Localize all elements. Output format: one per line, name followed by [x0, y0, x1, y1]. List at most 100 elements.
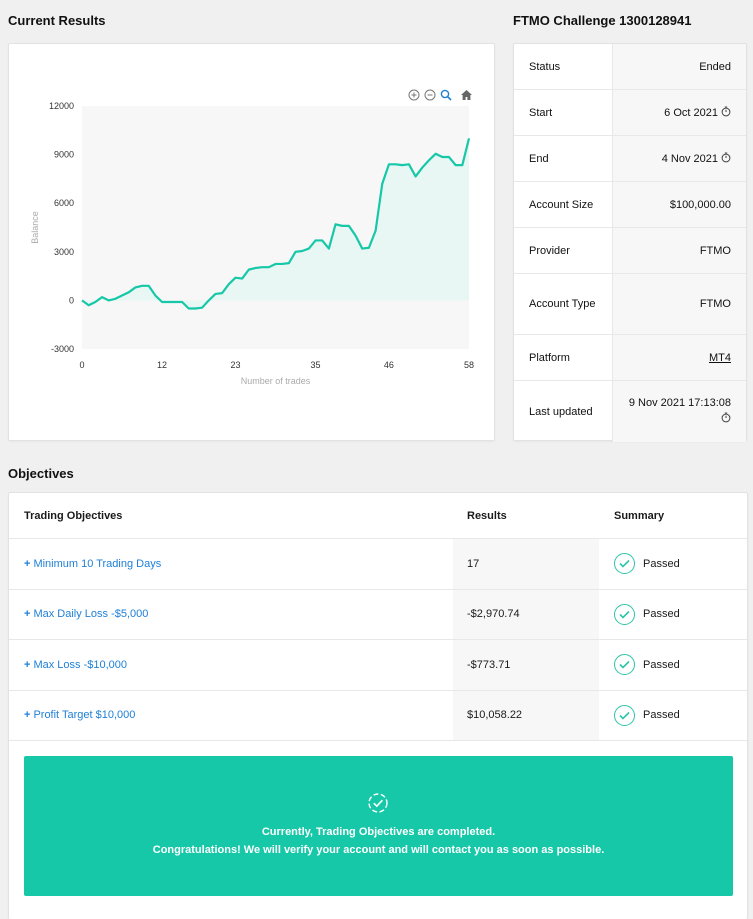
stopwatch-icon	[721, 412, 731, 426]
info-value: 4 Nov 2021	[613, 136, 746, 181]
account-heading: FTMO Challenge 1300128941	[513, 13, 692, 28]
y-tick-label: 9000	[54, 150, 74, 160]
info-row-status: Status Ended	[514, 44, 746, 90]
objective-summary: Passed	[599, 590, 747, 640]
info-label: Account Size	[514, 182, 613, 227]
y-tick-label: 3000	[54, 247, 74, 257]
info-value-text: 4 Nov 2021	[661, 152, 718, 165]
info-row-end: End 4 Nov 2021	[514, 136, 746, 182]
check-circle-icon	[367, 792, 389, 817]
info-value: 6 Oct 2021	[613, 90, 746, 135]
stopwatch-icon	[721, 152, 731, 166]
current-results-heading: Current Results	[8, 13, 106, 28]
objectives-heading: Objectives	[8, 466, 74, 481]
account-info-card: Status Ended Start 6 Oct 2021 End 4 Nov 2021 A…	[513, 43, 747, 442]
objective-summary: Passed	[599, 640, 747, 690]
expand-plus-icon[interactable]: +	[24, 709, 31, 722]
completion-banner: Currently, Trading Objectives are comple…	[24, 756, 733, 896]
y-tick-label: 0	[69, 295, 74, 305]
x-tick-label: 12	[157, 360, 167, 370]
info-row-account-type: Account Type FTMO	[514, 274, 746, 335]
info-row-platform: Platform MT4	[514, 335, 746, 381]
y-tick-label: -3000	[51, 344, 74, 354]
info-value-text: FTMO	[699, 244, 731, 257]
info-value: Ended	[613, 44, 746, 89]
objective-cell: + Max Loss -$10,000	[9, 640, 453, 690]
expand-plus-icon[interactable]: +	[24, 557, 31, 570]
objective-summary: Passed	[599, 691, 747, 741]
info-value: FTMO	[613, 274, 746, 334]
objective-result: -$773.71	[453, 640, 599, 690]
objective-name[interactable]: Max Loss -$10,000	[33, 658, 127, 671]
objectives-card: Trading Objectives Results Summary + Mini…	[8, 492, 748, 919]
y-tick-label: 12000	[49, 101, 74, 111]
summary-status: Passed	[643, 608, 680, 621]
stopwatch-icon	[721, 106, 731, 120]
info-label: Account Type	[514, 274, 613, 334]
y-tick-label: 6000	[54, 198, 74, 208]
info-value: MT4	[613, 335, 746, 380]
info-value-text: $100,000.00	[669, 198, 731, 211]
info-label: Provider	[514, 228, 613, 273]
banner-line-2: Congratulations! We will verify your acc…	[152, 844, 605, 856]
home-icon[interactable]	[459, 88, 473, 102]
objective-row: + Profit Target $10,000 $10,058.22 Passed	[9, 690, 747, 741]
check-icon	[614, 553, 635, 575]
summary-status: Passed	[643, 709, 680, 722]
header-trading-objectives: Trading Objectives	[24, 509, 123, 522]
info-value: 9 Nov 2021 17:13:08	[613, 381, 746, 442]
info-row-provider: Provider FTMO	[514, 228, 746, 274]
info-value: FTMO	[613, 228, 746, 273]
x-tick-label: 23	[230, 360, 240, 370]
info-value: $100,000.00	[613, 182, 746, 227]
header-results: Results	[467, 509, 507, 522]
x-tick-label: 0	[79, 360, 84, 370]
objective-result: -$2,970.74	[453, 589, 599, 639]
x-tick-label: 58	[464, 360, 474, 370]
summary-status: Passed	[643, 557, 680, 570]
zoom-out-icon[interactable]	[423, 88, 437, 102]
info-row-account-size: Account Size $100,000.00	[514, 182, 746, 228]
chart-toolbar	[407, 88, 473, 102]
zoom-in-icon[interactable]	[407, 88, 421, 102]
banner-line-1: Currently, Trading Objectives are comple…	[261, 826, 496, 838]
objective-result: 17	[453, 539, 599, 589]
objective-cell: + Profit Target $10,000	[9, 691, 453, 741]
objective-row: + Max Daily Loss -$5,000 -$2,970.74 Passed	[9, 589, 747, 640]
info-label: Last updated	[514, 381, 613, 442]
objective-link[interactable]: + Max Daily Loss -$5,000	[24, 608, 148, 620]
info-value-text: 6 Oct 2021	[664, 106, 718, 119]
info-label: Platform	[514, 335, 613, 380]
objective-name[interactable]: Minimum 10 Trading Days	[33, 557, 162, 570]
balance-area	[82, 138, 469, 309]
check-icon	[614, 704, 635, 726]
balance-chart[interactable]: 12000 9000 6000 3000 0 -3000 0 12 23 35 46 58 Number…	[9, 44, 496, 442]
balance-line	[81, 138, 471, 310]
objective-link[interactable]: + Minimum 10 Trading Days	[24, 558, 161, 570]
platform-link[interactable]: MT4	[709, 351, 731, 364]
summary-status: Passed	[643, 658, 680, 671]
objective-name[interactable]: Max Daily Loss -$5,000	[33, 608, 149, 621]
objective-link[interactable]: + Profit Target $10,000	[24, 709, 135, 721]
zoom-select-icon[interactable]	[439, 88, 453, 102]
info-value-text: FTMO	[699, 298, 731, 310]
balance-chart-card: 12000 9000 6000 3000 0 -3000 0 12 23 35 46 58 Number…	[8, 43, 495, 441]
info-label: Start	[514, 90, 613, 135]
objective-row: + Max Loss -$10,000 -$773.71 Passed	[9, 640, 747, 691]
objective-link[interactable]: + Max Loss -$10,000	[24, 659, 127, 671]
info-row-last-updated: Last updated 9 Nov 2021 17:13:08	[514, 381, 746, 442]
objective-cell: + Minimum 10 Trading Days	[9, 539, 453, 589]
expand-plus-icon[interactable]: +	[24, 658, 31, 671]
objective-row: + Minimum 10 Trading Days 17 Passed	[9, 539, 747, 590]
x-tick-label: 46	[384, 360, 394, 370]
check-icon	[614, 603, 635, 625]
header-summary: Summary	[614, 509, 665, 522]
info-value-text: Ended	[699, 60, 731, 73]
expand-plus-icon[interactable]: +	[24, 608, 31, 621]
objective-summary: Passed	[599, 539, 747, 589]
x-axis-label: Number of trades	[241, 376, 311, 386]
objective-name[interactable]: Profit Target $10,000	[33, 709, 136, 722]
x-tick-label: 35	[311, 360, 321, 370]
info-label: Status	[514, 44, 613, 89]
objective-cell: + Max Daily Loss -$5,000	[9, 590, 453, 640]
